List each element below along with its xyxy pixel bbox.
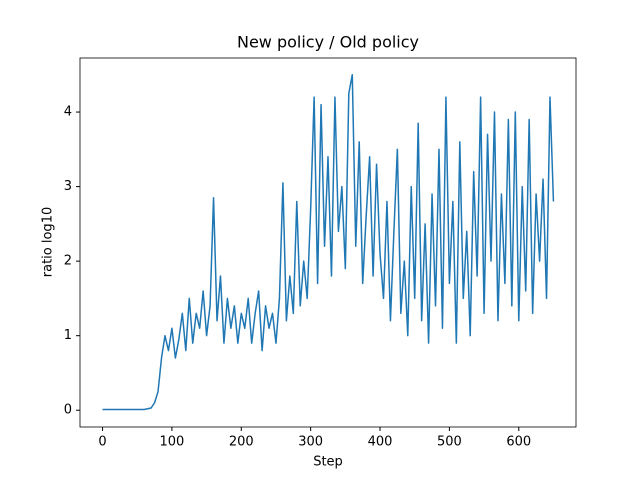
series-line bbox=[102, 74, 555, 411]
x-tick-label: 400 bbox=[368, 435, 393, 450]
x-tick-label: 100 bbox=[160, 435, 185, 450]
x-axis-label: Step bbox=[313, 455, 343, 470]
y-axis-label: ratio log10 bbox=[41, 207, 56, 277]
y-tick-label: 0 bbox=[64, 403, 72, 418]
y-tick-label: 3 bbox=[64, 179, 72, 194]
chart-title: New policy / Old policy bbox=[237, 33, 419, 52]
x-tick-label: 500 bbox=[437, 435, 462, 450]
x-tick-label: 0 bbox=[98, 435, 106, 450]
y-tick-label: 1 bbox=[64, 328, 72, 343]
x-tick-label: 600 bbox=[506, 435, 531, 450]
plot-frame bbox=[79, 57, 577, 428]
x-tick-label: 200 bbox=[229, 435, 254, 450]
y-tick-label: 2 bbox=[64, 254, 72, 269]
x-tick-label: 300 bbox=[298, 435, 323, 450]
y-tick-label: 4 bbox=[64, 105, 72, 120]
